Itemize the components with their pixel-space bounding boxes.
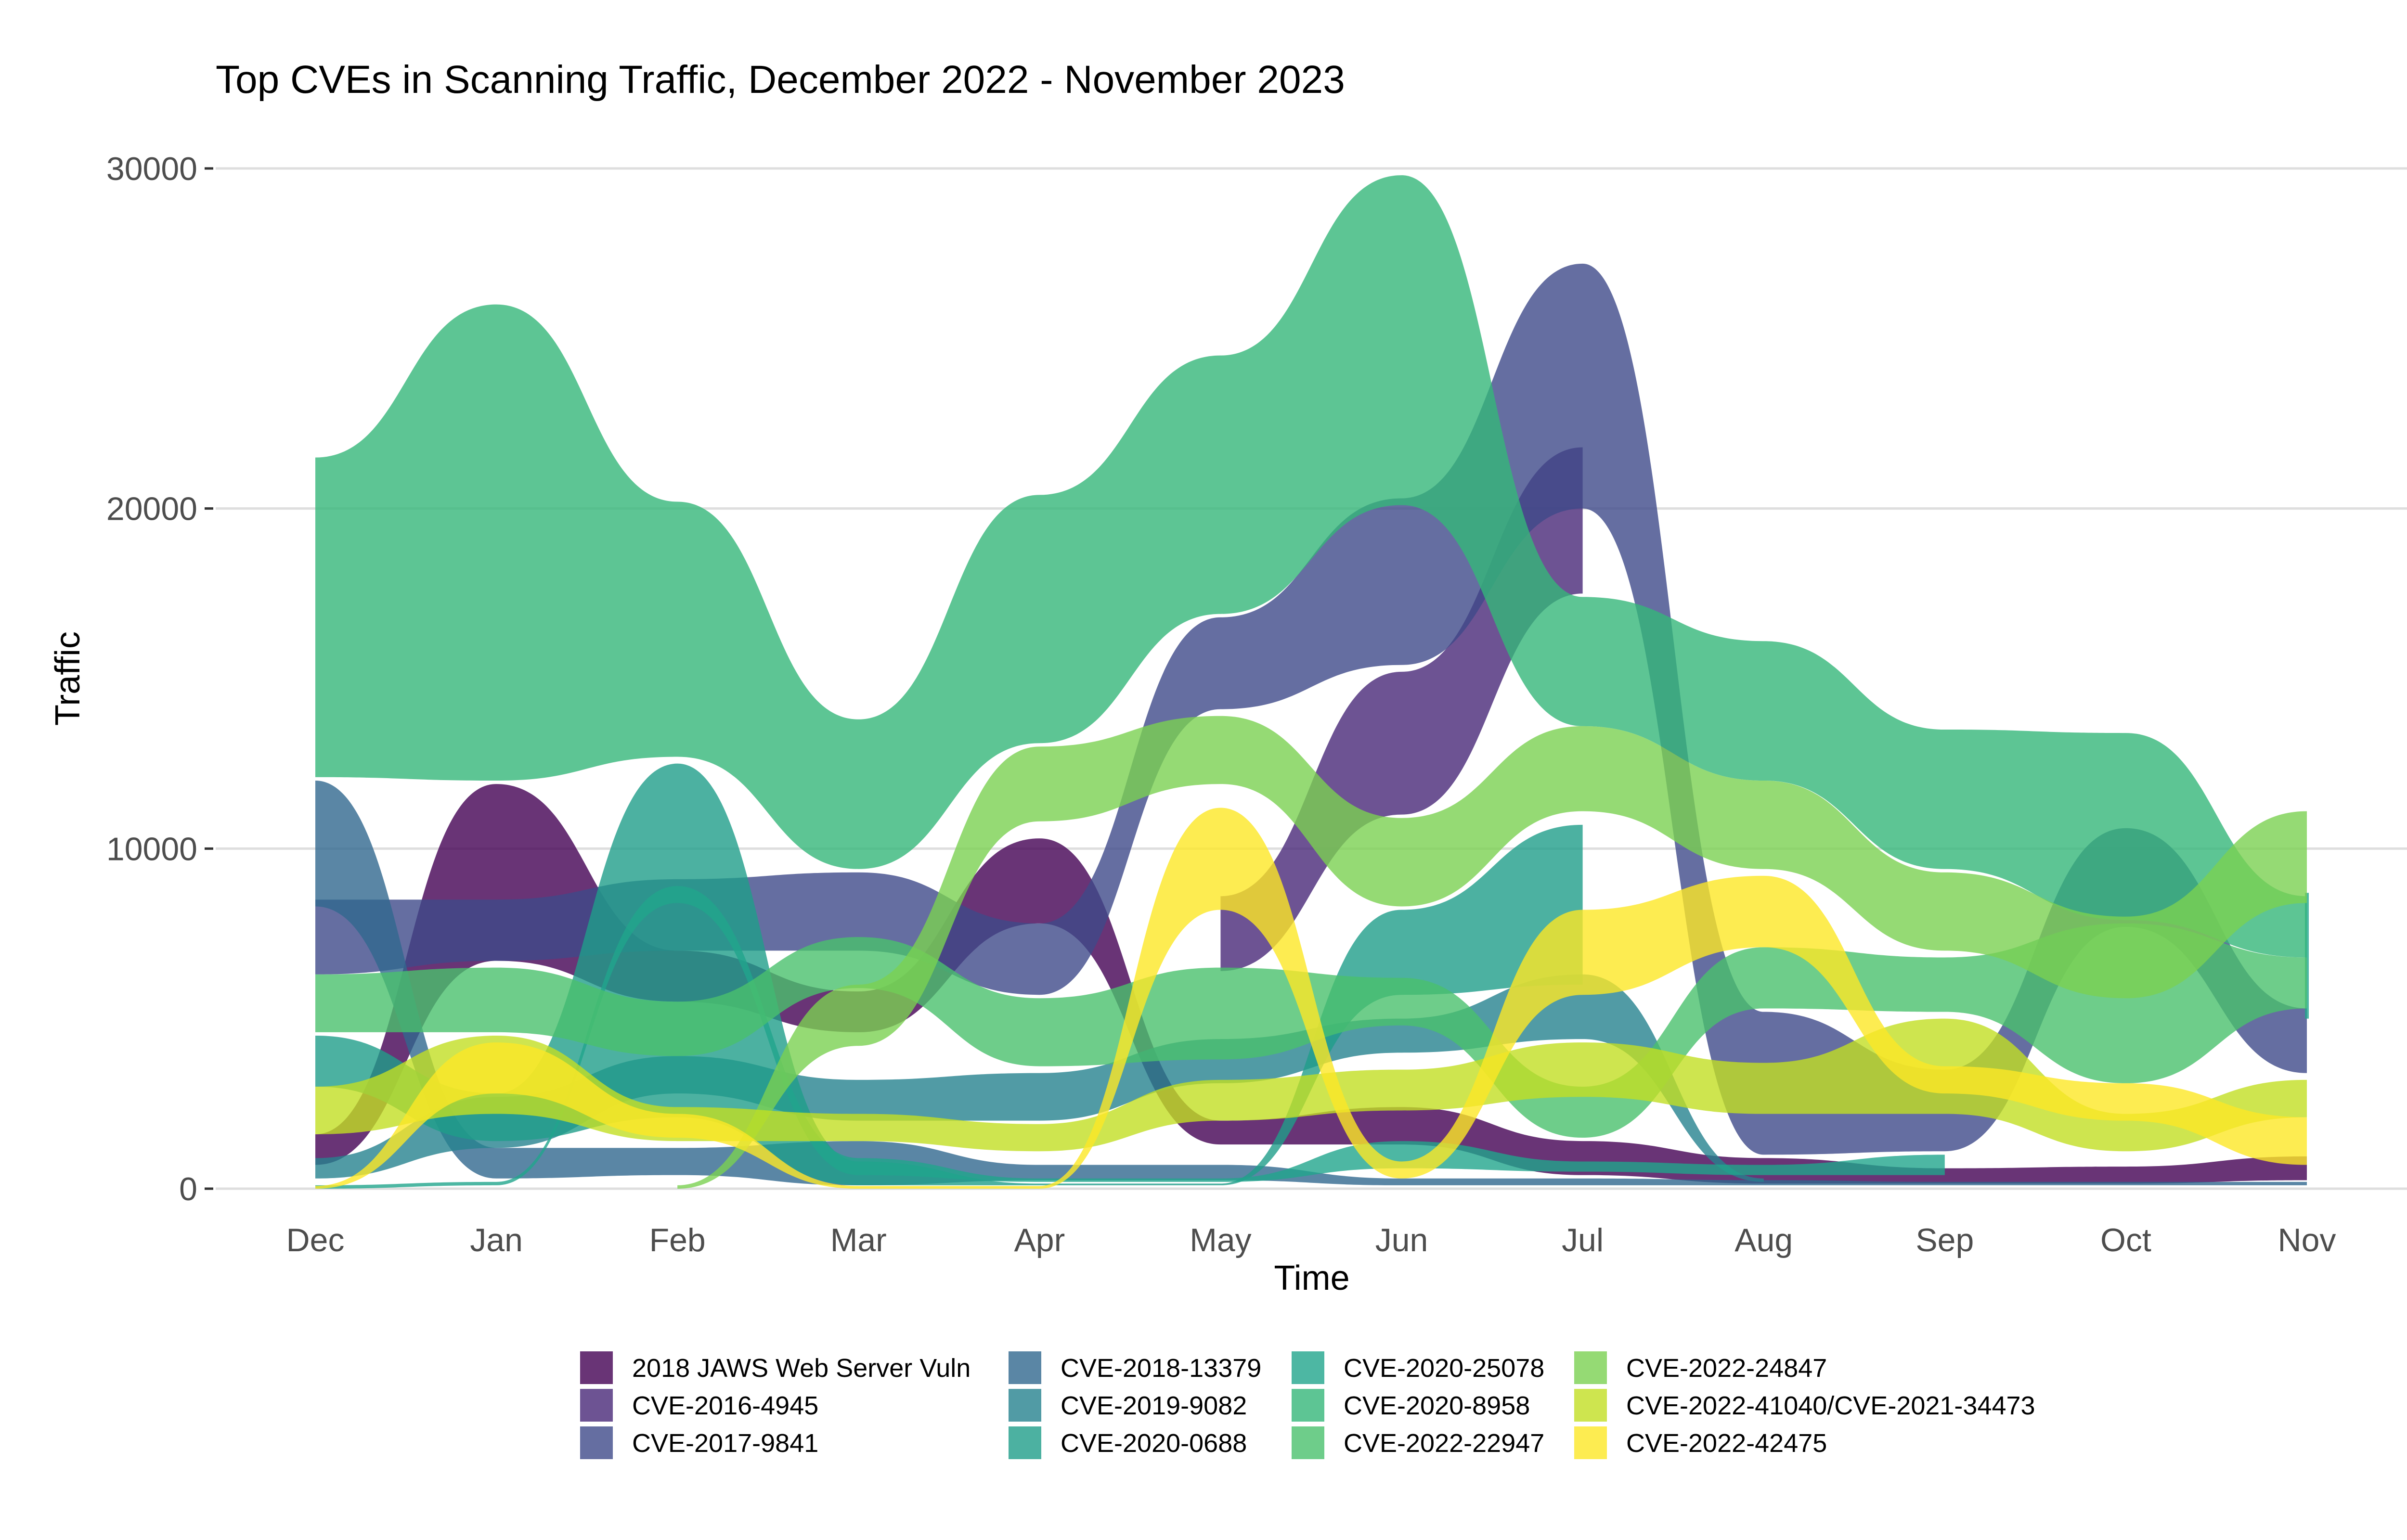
y-tick-label: 20000: [106, 491, 197, 527]
x-tick-label: Feb: [649, 1222, 706, 1258]
legend-swatch: [1009, 1426, 1041, 1459]
legend-swatch: [1009, 1351, 1041, 1384]
legend-label: CVE-2020-8958: [1344, 1391, 1530, 1420]
legend-label: CVE-2020-25078: [1344, 1354, 1544, 1383]
y-axis: 0 10000 20000 30000: [106, 151, 213, 1207]
legend-label: CVE-2022-42475: [1626, 1429, 1827, 1458]
legend-swatch: [580, 1351, 613, 1384]
y-tick-label: 10000: [106, 831, 197, 867]
series-band: [315, 1018, 2307, 1152]
legend-label: CVE-2022-22947: [1344, 1429, 1544, 1458]
legend-swatch: [580, 1426, 613, 1459]
x-tick-label: May: [1190, 1222, 1251, 1258]
x-tick-label: Jul: [1562, 1222, 1604, 1258]
legend-swatch: [1292, 1389, 1324, 1422]
legend-label: CVE-2022-41040/CVE-2021-34473: [1626, 1391, 2035, 1420]
y-tick-label: 30000: [106, 151, 197, 187]
plot-area: [315, 175, 2309, 1189]
y-tick-label: 0: [179, 1171, 197, 1207]
legend-label: CVE-2017-9841: [632, 1429, 818, 1458]
legend-swatch: [1574, 1389, 1607, 1422]
series-band: [315, 263, 2307, 1155]
x-tick-label: Jun: [1375, 1222, 1428, 1258]
x-tick-label: Aug: [1734, 1222, 1793, 1258]
series-band: [315, 974, 1764, 1182]
series-band: [315, 175, 2307, 958]
x-tick-label: Sep: [1915, 1222, 1974, 1258]
legend-label: 2018 JAWS Web Server Vuln: [632, 1354, 971, 1383]
legend: 2018 JAWS Web Server Vuln CVE-2016-4945 CV…: [580, 1351, 2035, 1459]
series-band: [315, 763, 1583, 1185]
legend-swatch: [1292, 1426, 1324, 1459]
x-axis: Dec Jan Feb Mar Apr May Jun Jul Aug Sep Oct Nov: [286, 1222, 2336, 1258]
legend-label: CVE-2018-13379: [1061, 1354, 1261, 1383]
chart-title: Top CVEs in Scanning Traffic, December 2…: [216, 58, 1345, 102]
y-axis-title: Traffic: [49, 631, 87, 726]
legend-label: CVE-2020-0688: [1061, 1429, 1247, 1458]
legend-label: CVE-2022-24847: [1626, 1354, 1827, 1383]
x-tick-label: Jan: [470, 1222, 523, 1258]
legend-label: CVE-2016-4945: [632, 1391, 818, 1420]
x-tick-label: Dec: [286, 1222, 345, 1258]
x-tick-label: Nov: [2278, 1222, 2336, 1258]
legend-swatch: [1009, 1389, 1041, 1422]
legend-swatch: [1292, 1351, 1324, 1384]
legend-swatch: [1574, 1351, 1607, 1384]
series-band: [315, 808, 2307, 1189]
legend-label: CVE-2019-9082: [1061, 1391, 1247, 1420]
x-tick-label: Oct: [2100, 1222, 2151, 1258]
legend-swatch: [580, 1389, 613, 1422]
series-band: [677, 716, 2307, 1189]
x-tick-label: Mar: [830, 1222, 887, 1258]
legend-swatch: [1574, 1426, 1607, 1459]
x-axis-title: Time: [1274, 1259, 1349, 1297]
x-tick-label: Apr: [1014, 1222, 1065, 1258]
